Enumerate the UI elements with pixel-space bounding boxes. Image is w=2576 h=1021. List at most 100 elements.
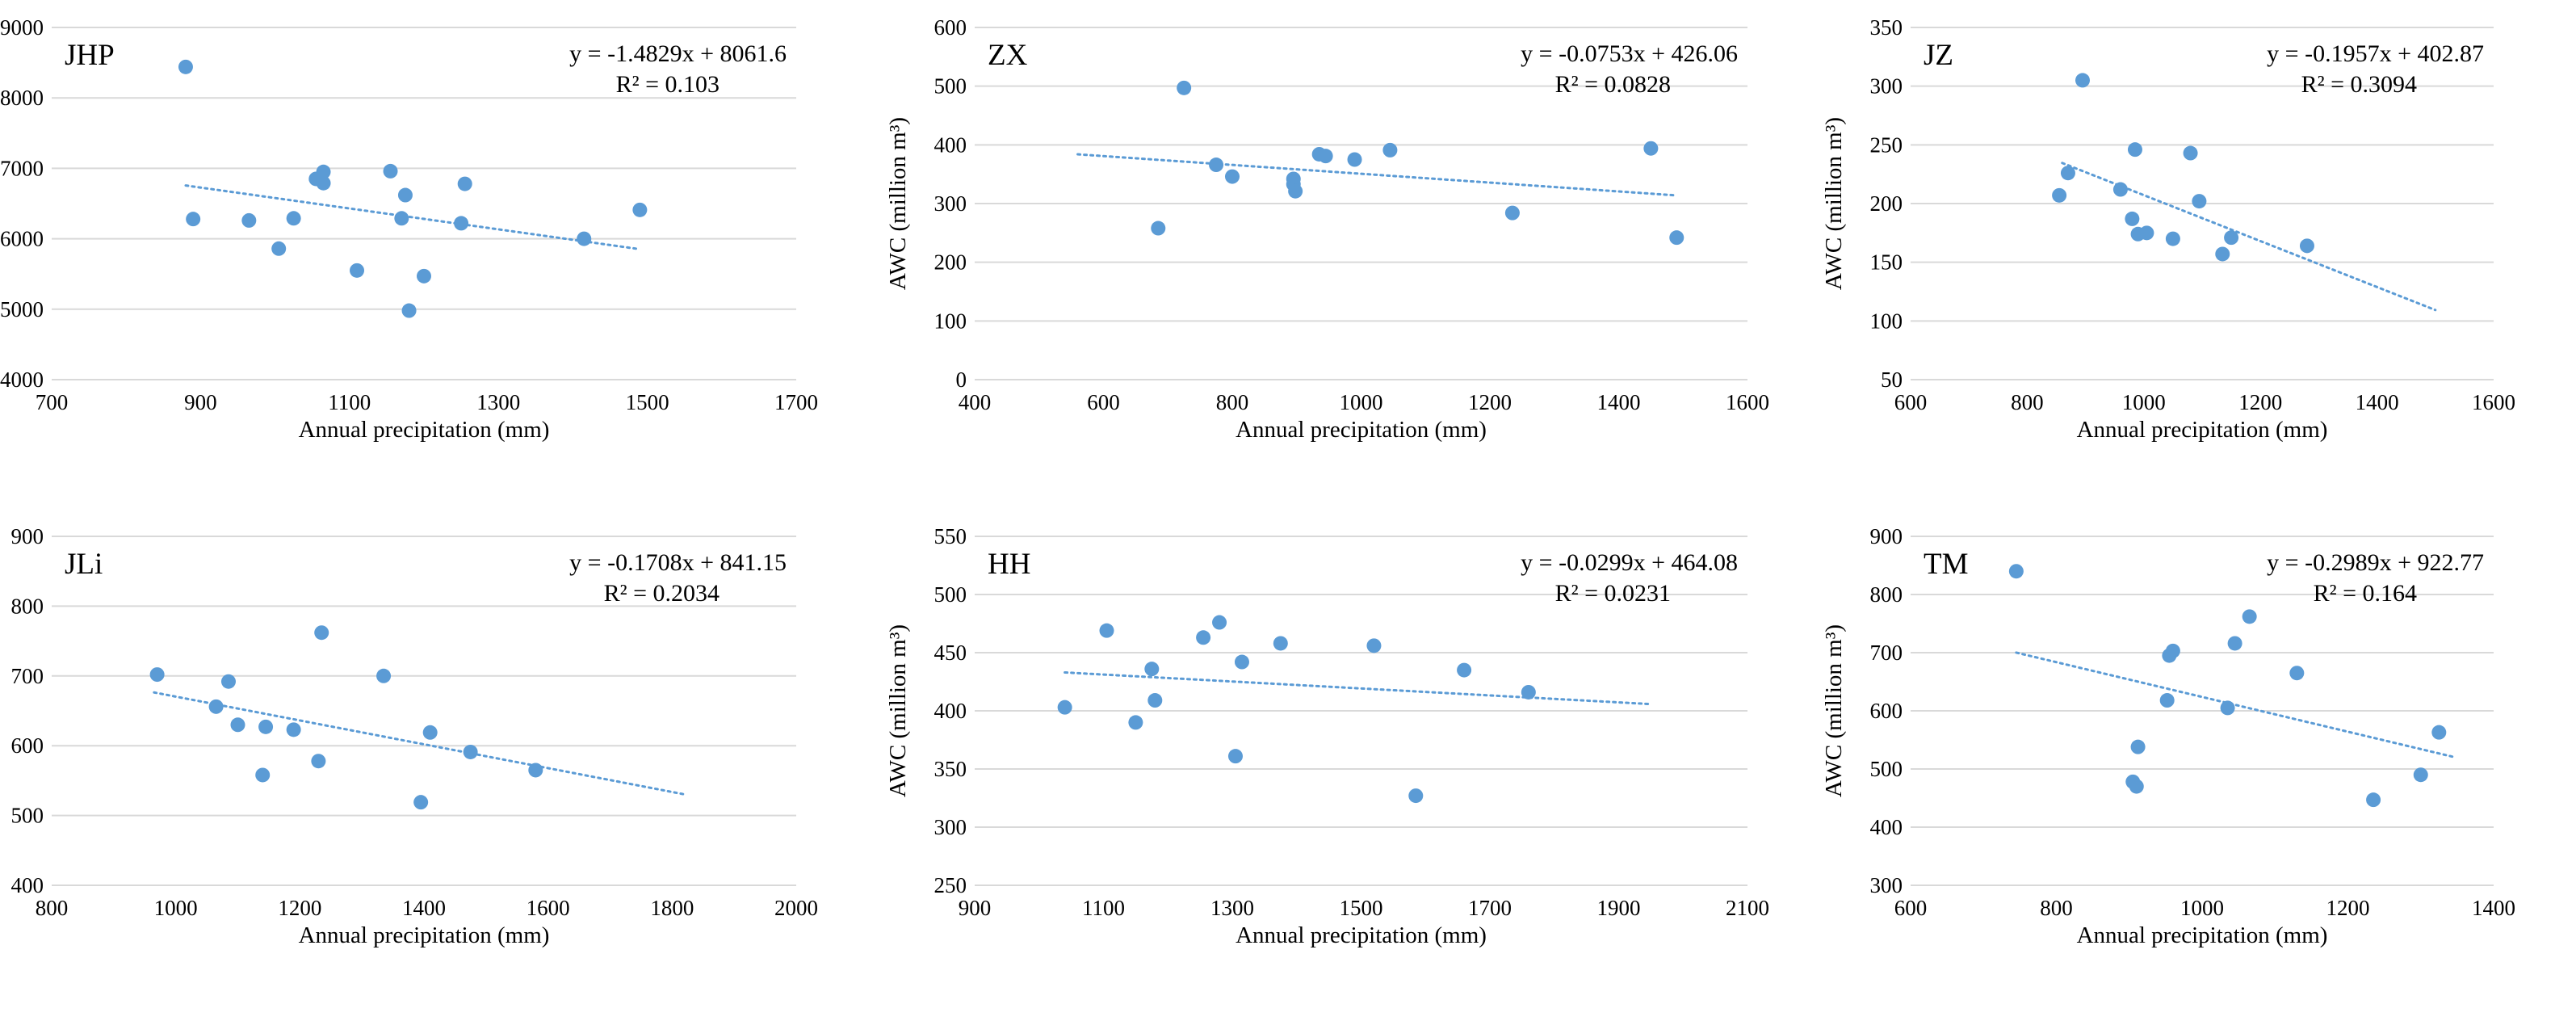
y-tick-label: 6000 [0, 227, 44, 251]
data-point [241, 212, 257, 228]
data-point [1151, 221, 1166, 236]
trend-equation: y = -0.0753x + 426.06 [1521, 40, 1738, 67]
y-tick-label: 600 [11, 733, 44, 758]
data-point [286, 211, 301, 226]
x-tick-label: 900 [184, 390, 217, 414]
y-tick-label: 800 [1870, 582, 1903, 607]
data-point [314, 625, 329, 641]
data-point [2130, 739, 2146, 754]
data-point [2165, 643, 2180, 658]
trend-equation: y = -1.4829x + 8061.6 [569, 40, 787, 67]
data-point [2289, 666, 2305, 681]
x-tick-label: 600 [1894, 390, 1928, 414]
x-tick-label: 600 [1087, 390, 1120, 414]
data-point [2215, 246, 2230, 262]
y-tick-label: 500 [934, 74, 967, 99]
x-axis-title: Annual precipitation (mm) [2077, 417, 2328, 443]
x-tick-label: 1100 [328, 390, 371, 414]
data-point [2060, 166, 2075, 181]
x-tick-label: 1200 [2326, 896, 2370, 920]
y-tick-label: 200 [1870, 191, 1903, 216]
r-squared: R² = 0.3094 [2301, 71, 2417, 98]
data-point [454, 216, 469, 231]
data-point [417, 268, 431, 284]
y-axis-title: AWC (million m³) [1821, 117, 1847, 290]
y-tick-label: 600 [1870, 699, 1903, 723]
x-tick-label: 400 [959, 390, 992, 414]
data-point [1196, 630, 1211, 645]
y-tick-label: 5000 [0, 297, 44, 321]
r-squared: R² = 0.103 [616, 71, 720, 98]
data-point [1227, 749, 1243, 764]
y-tick-label: 250 [1870, 132, 1903, 157]
data-point [2052, 187, 2067, 203]
data-point [413, 795, 429, 810]
x-tick-label: 1200 [278, 896, 321, 920]
x-tick-label: 1300 [1210, 896, 1254, 920]
x-tick-label: 1400 [402, 896, 446, 920]
panel-tm: 300 400 500 600 700 800 900 600 800 1000 1200 1400 A… [1821, 524, 2515, 948]
y-tick-label: 400 [11, 873, 44, 897]
panel-jli: 400 500 600 700 800 900 800 1000 1200 1400 1600 180… [11, 524, 819, 948]
data-point [1366, 638, 1382, 653]
data-point [394, 211, 409, 226]
panel-zx: 0 100 200 300 400 500 600 400 600 800 1000 1200 1400… [885, 15, 1769, 443]
data-point [2192, 194, 2207, 209]
x-tick-label: 800 [36, 896, 69, 920]
data-point [350, 263, 365, 278]
y-tick-label: 7000 [0, 156, 44, 180]
data-point [1669, 230, 1684, 246]
panel-hh: 250 300 350 400 450 500 550 900 1100 1300 1500 1700… [885, 524, 1769, 948]
trend-line [184, 184, 641, 250]
data-point [2431, 725, 2447, 740]
trend-equation: y = -0.1957x + 402.87 [2267, 40, 2484, 67]
x-tick-label: 1000 [154, 896, 198, 920]
y-tick-label: 700 [1870, 641, 1903, 665]
panel-label: JHP [65, 39, 115, 72]
trend-equation: y = -0.0299x + 464.08 [1521, 549, 1738, 576]
r-squared: R² = 0.2034 [604, 580, 720, 607]
data-point [2183, 145, 2198, 161]
x-axis-title: Annual precipitation (mm) [1236, 922, 1487, 948]
data-point [316, 175, 331, 191]
y-tick-label: 300 [934, 191, 967, 216]
x-tick-label: 1400 [1597, 390, 1641, 414]
trend-equation: y = -0.2989x + 922.77 [2267, 549, 2484, 576]
r-squared: R² = 0.0828 [1555, 71, 1671, 98]
x-tick-label: 1800 [650, 896, 694, 920]
r-squared: R² = 0.0231 [1555, 580, 1671, 607]
x-tick-label: 700 [36, 390, 69, 414]
y-tick-label: 900 [1870, 524, 1903, 548]
y-axis-title: AWC (million m³) [885, 624, 911, 797]
y-tick-label: 700 [11, 664, 44, 688]
data-point [2299, 238, 2314, 254]
trend-line [2015, 651, 2455, 758]
data-point [2139, 225, 2154, 241]
y-tick-label: 4000 [0, 368, 44, 392]
y-tick-label: 800 [11, 594, 44, 618]
y-axis-title: AWC (million m³) [885, 117, 911, 290]
panel-label: ZX [988, 39, 1028, 72]
data-point [2127, 142, 2142, 158]
data-point [1209, 158, 1224, 173]
data-point [1225, 169, 1240, 184]
y-tick-label: 450 [934, 641, 967, 665]
y-tick-label: 550 [934, 524, 967, 548]
y-tick-label: 900 [11, 524, 44, 548]
data-point [2125, 211, 2140, 226]
x-tick-label: 800 [2040, 896, 2073, 920]
data-point [2413, 767, 2428, 783]
data-point [1382, 142, 1398, 158]
panel-jhp: 4000 5000 6000 7000 8000 9000 700 900 1100 1300 15… [0, 15, 818, 443]
y-tick-label: 100 [934, 309, 967, 333]
data-point [258, 719, 274, 734]
x-tick-label: 1600 [2472, 390, 2515, 414]
data-point [1212, 615, 1227, 630]
data-point [457, 176, 472, 191]
data-point [1288, 183, 1303, 199]
data-point [2112, 182, 2128, 197]
data-point [1457, 662, 1472, 678]
x-tick-label: 1700 [1468, 896, 1512, 920]
x-tick-label: 1000 [2122, 390, 2166, 414]
y-tick-label: 150 [1870, 250, 1903, 275]
